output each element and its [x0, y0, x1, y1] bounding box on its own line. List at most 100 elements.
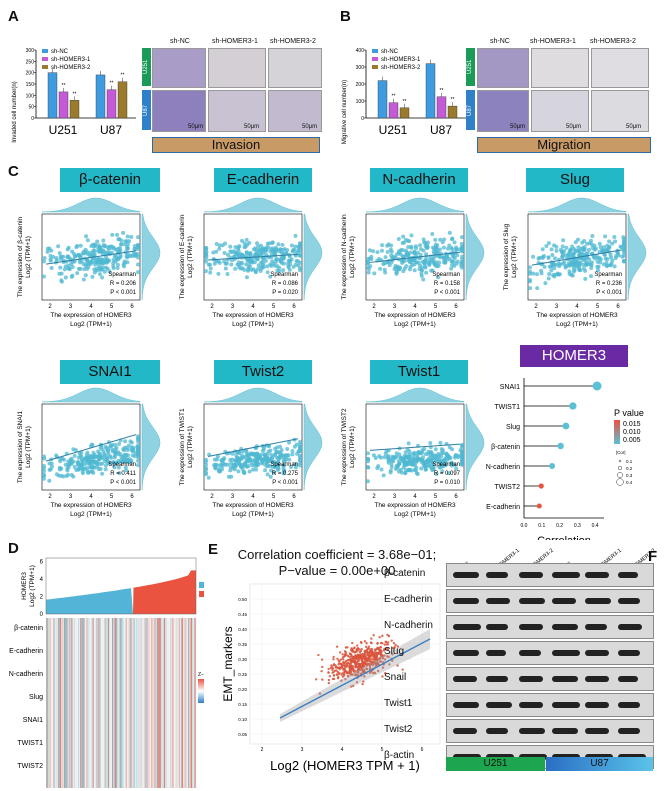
micrograph-u251-shnc: [152, 48, 206, 88]
blot-band: [519, 728, 545, 734]
heatmap-stripe: [82, 618, 84, 788]
y-axis-label: EMT_markers: [221, 626, 235, 701]
scatter-point: [440, 448, 445, 453]
scatter-point: [72, 465, 77, 470]
heatmap-stripe: [161, 618, 163, 788]
blot-band: [552, 702, 580, 708]
heatmap-stripe: [120, 618, 122, 788]
scatter-point: [386, 633, 389, 637]
scatter-point: [72, 254, 77, 259]
heatmap-stripe: [66, 618, 67, 788]
blot-band: [585, 676, 609, 682]
scatter-point: [343, 664, 347, 667]
scatter-point: [123, 239, 128, 244]
scatter-point: [341, 653, 344, 656]
scatter-point: [86, 470, 91, 475]
x-tick-label: 2: [210, 304, 214, 310]
scatter-plot-e-cadherin: 2 3 4 5 6 Spearman R = 0.086 P = 0.020 The expre…: [179, 197, 323, 328]
x-tick-label: 2: [210, 494, 214, 500]
scatter-point: [428, 440, 433, 445]
scatter-point: [289, 465, 294, 470]
scatter-point: [585, 241, 590, 246]
scatter-point: [370, 658, 373, 661]
scatter-point: [230, 451, 235, 456]
scatter-point: [372, 271, 377, 276]
scatter-point: [125, 242, 130, 247]
heatmap-stripe: [133, 618, 135, 788]
lollipop-gene-label: SNAI1: [500, 384, 520, 391]
scatter-point: [547, 264, 552, 269]
scatter-point: [250, 467, 255, 472]
scatter-point: [117, 249, 122, 254]
scatter-point: [247, 258, 252, 263]
scatter-point: [102, 269, 107, 274]
scatter-point: [268, 464, 273, 469]
blot-band: [486, 728, 508, 734]
scatter-point: [560, 255, 565, 260]
x-tick-label: 2: [534, 304, 538, 310]
legend-label: sh-HOMER3-2: [51, 65, 91, 71]
stat-method: Spearman: [594, 272, 622, 278]
scatter-point: [342, 667, 345, 670]
scatter-point: [285, 446, 290, 451]
scatter-point: [366, 465, 371, 470]
scatter-point: [135, 262, 140, 267]
scatter-point: [369, 653, 372, 656]
scatter-point: [622, 253, 627, 258]
scatter-point: [598, 257, 603, 262]
scatter-point: [237, 458, 242, 463]
stat-method: Spearman: [108, 272, 136, 278]
heatmap-stripe: [148, 618, 150, 788]
scatter-point: [343, 661, 347, 664]
scatter-point: [112, 453, 117, 458]
heatmap-stripe: [99, 618, 100, 788]
heatmap-gene-label: Slug: [29, 694, 43, 701]
scatter-point: [263, 468, 268, 473]
scatter-point: [534, 272, 539, 277]
scatter-point: [256, 453, 261, 458]
scatter-point: [570, 252, 575, 257]
heatmap-stripe: [58, 618, 60, 788]
scatter-point: [254, 467, 259, 472]
scatter-point: [41, 469, 46, 474]
scatter-point: [616, 253, 621, 258]
scatter-point: [332, 663, 335, 667]
heatmap-stripe: [67, 618, 69, 788]
scatter-point: [108, 454, 113, 459]
scatter-point: [393, 645, 396, 649]
heatmap-stripe: [63, 618, 65, 788]
scatter-point: [115, 232, 120, 237]
scatter-point: [136, 255, 141, 260]
heatmap-stripe: [163, 618, 164, 788]
scatter-plot-beta-catenin: 2 3 4 5 6 Spearman R = 0.206 P < 0.001 The expre…: [17, 197, 161, 328]
scatter-point: [203, 472, 208, 477]
scatter-point: [41, 259, 46, 264]
scatter-point: [368, 660, 371, 663]
heatmap-stripe: [58, 618, 59, 788]
heatmap-stripe: [49, 618, 51, 788]
regression-line: [207, 253, 299, 261]
heatmap-stripe: [64, 618, 66, 788]
heatmap-stripe: [158, 618, 159, 788]
scatter-point: [268, 474, 273, 479]
scatter-point: [70, 260, 75, 265]
scatter-point: [98, 248, 103, 253]
scatter-point: [121, 230, 126, 235]
panel-b-legend: sh-NC sh-HOMER3-1 sh-HOMER3-2: [372, 49, 421, 71]
scatter-point: [272, 470, 277, 475]
blot-band: [453, 624, 481, 630]
scatter-point: [126, 254, 131, 259]
scatter-point: [460, 247, 465, 252]
scatter-points: [527, 233, 627, 291]
scatter-point: [406, 441, 411, 446]
scatter-point: [416, 260, 421, 265]
scatter-point: [334, 666, 338, 669]
scatter-point: [422, 259, 427, 264]
scatter-point: [355, 663, 358, 667]
stat-r: R = 0.206: [110, 281, 137, 287]
scatter-point: [232, 462, 237, 467]
scatter-point: [212, 457, 217, 462]
scatter-point: [203, 259, 208, 264]
legend-value: 0.010: [623, 429, 641, 436]
scatter-point: [270, 240, 275, 245]
